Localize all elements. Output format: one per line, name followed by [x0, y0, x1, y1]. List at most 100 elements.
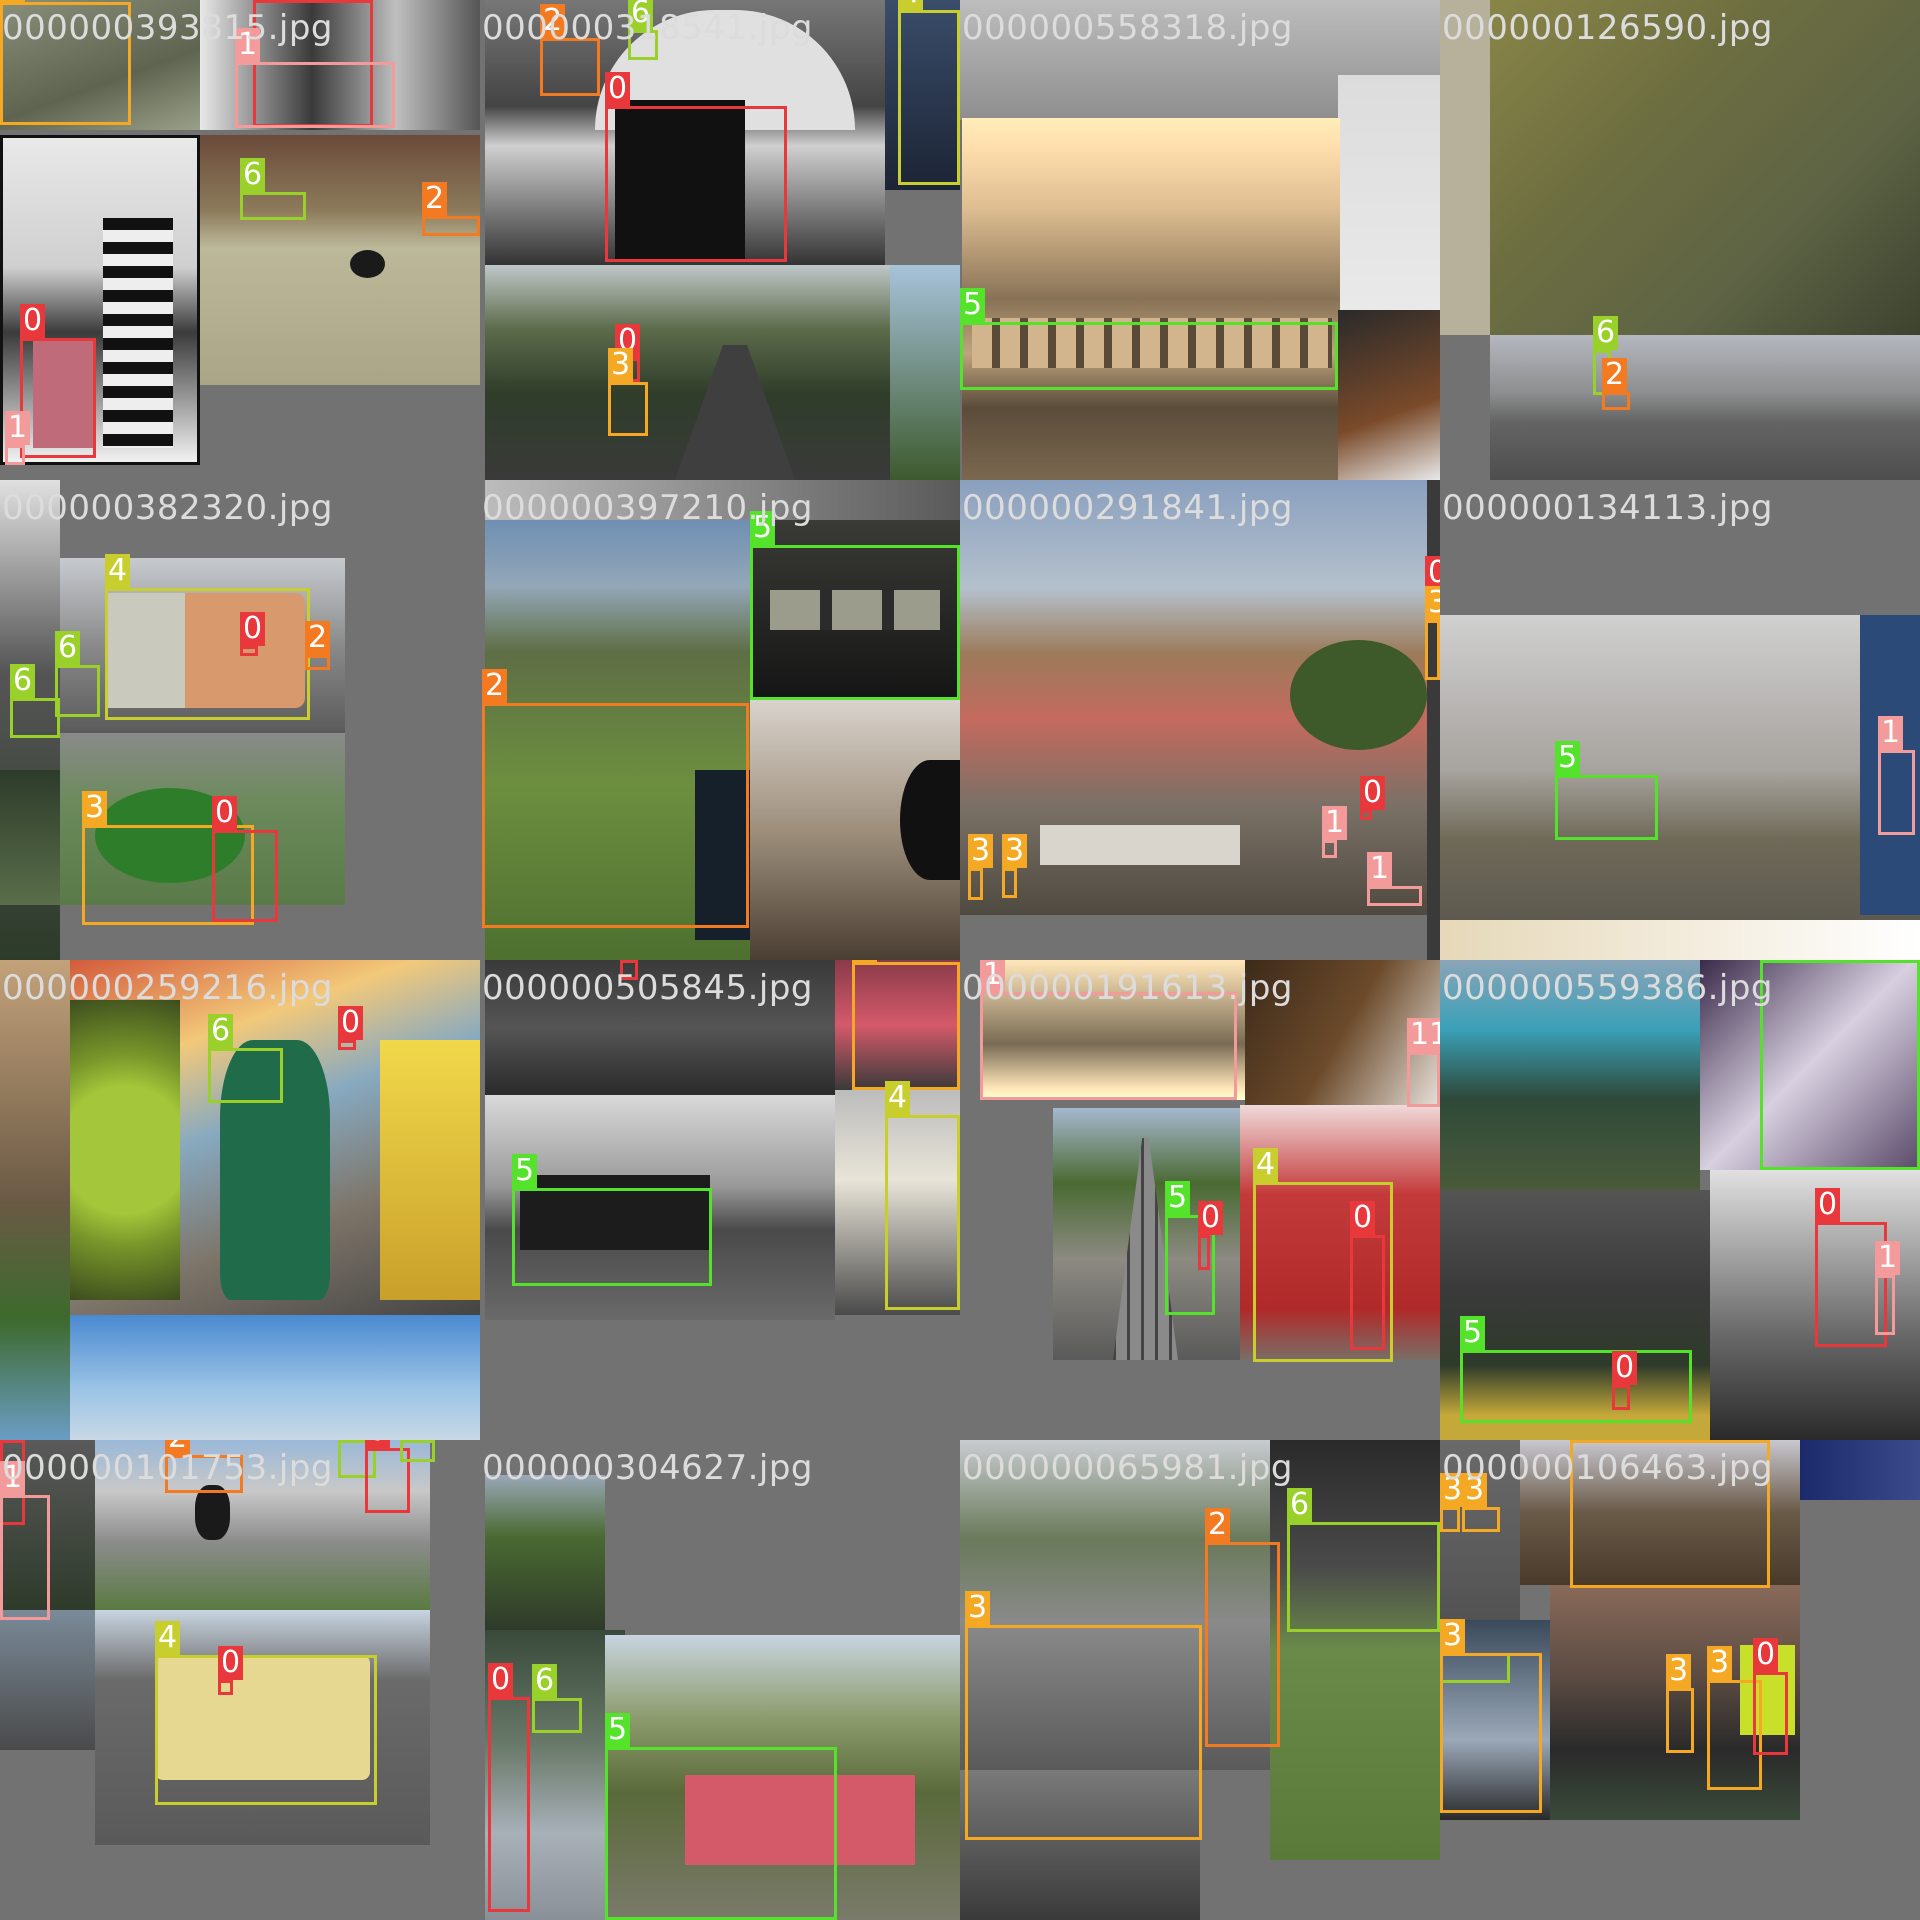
bbox: 5: [1165, 1181, 1215, 1315]
bbox: 0: [338, 1006, 364, 1050]
bbox: 1: [1367, 852, 1422, 906]
bbox: 6: [10, 664, 60, 738]
bbox-label: 4: [885, 1081, 911, 1115]
bbox-label: 3: [852, 960, 878, 962]
bbox: 5: [960, 288, 1338, 390]
bbox: 0: [488, 1663, 530, 1912]
bbox: 6: [532, 1664, 582, 1733]
photo-red-locomotive: [605, 1635, 960, 1920]
bbox-label: 0: [20, 304, 46, 338]
tile-5: 000000382320.jpg 4 0 2 6 6 3 0: [0, 480, 480, 960]
bbox: 5: [750, 511, 960, 700]
bbox-label: 0: [1612, 1351, 1638, 1385]
bbox: 1: [0, 1461, 50, 1620]
bbox: 5: [1760, 960, 1920, 1170]
bbox: 6: [55, 631, 100, 717]
bbox-label: 1: [5, 411, 31, 445]
bbox: 1: [980, 960, 1237, 1100]
bbox: 0: [1198, 1201, 1224, 1270]
photo-bus: [60, 558, 345, 733]
photo-closeup: [1700, 960, 1920, 1170]
photo-train-window: [750, 520, 960, 700]
bbox: 5: [512, 1154, 712, 1286]
bbox: 0: [1815, 1188, 1887, 1347]
tile-filename: 000000126590.jpg: [1442, 8, 1773, 48]
bbox: 0: [365, 1440, 410, 1513]
photo-street: [960, 1440, 1270, 1770]
tile-filename: 000000259216.jpg: [2, 968, 333, 1008]
bbox: 0: [218, 1646, 244, 1695]
bbox: 3: [608, 348, 648, 436]
tile-filename: 000000291841.jpg: [962, 488, 1293, 528]
bbox: 6: [240, 158, 306, 220]
bbox-label: 0: [1360, 776, 1386, 810]
bbox-label: 0: [488, 1663, 514, 1697]
tile-9: 000000259216.jpg 6 0: [0, 960, 480, 1440]
bbox-label: 6: [1593, 316, 1619, 350]
bbox-label: 3: [1440, 1619, 1466, 1653]
bbox-label: 5: [750, 511, 776, 545]
photo-boats: [1440, 960, 1700, 1190]
bbox: 1: [1878, 716, 1915, 835]
tile-1: 000000393815.jpg 3 0 1 6 2 0 1: [0, 0, 480, 480]
bbox-label: 1: [0, 1461, 26, 1495]
bbox: 2: [422, 182, 480, 236]
bbox-label: 2: [1205, 1508, 1231, 1542]
photo-motocross: [1520, 1440, 1800, 1585]
photo-market: [960, 480, 1427, 915]
tile-16: 000000106463.jpg 3 3 3 6 3 3 3 0: [1440, 1440, 1920, 1920]
photo-window-field: [485, 520, 755, 960]
photo-fruit-stall: [70, 960, 480, 1315]
photo-bicycle: [980, 960, 1245, 1100]
tile-6: 000000397210.jpg 5 2: [480, 480, 960, 960]
bbox: 3: [1462, 1473, 1500, 1532]
tile-15: 000000065981.jpg 2 6 3: [960, 1440, 1440, 1920]
tile-filename: 000000382320.jpg: [2, 488, 333, 528]
bbox: 4: [885, 1081, 960, 1310]
bbox-label: 1: [980, 960, 1006, 992]
photo-gear: [960, 1770, 1200, 1920]
bbox: 0: [20, 304, 96, 458]
bbox: 6: [628, 0, 658, 60]
bbox-label: 4: [105, 554, 131, 588]
bbox: 0: [1360, 776, 1386, 820]
bbox: 5: [1555, 741, 1658, 840]
bbox-label: 3: [1440, 1473, 1466, 1507]
tile-filename: 000000318541.jpg: [482, 8, 813, 48]
photo-van: [835, 1090, 960, 1315]
bbox: 3: [968, 834, 994, 900]
bbox-label: 0: [1198, 1201, 1224, 1235]
bbox-label: 3: [968, 834, 994, 868]
bbox-label: 1: [1878, 716, 1904, 750]
bbox: 3: [1440, 1619, 1542, 1813]
bbox-label: 6: [240, 158, 266, 192]
tile-4: 000000126590.jpg 6 2: [1440, 0, 1920, 480]
bbox: 1: [5, 411, 31, 465]
bbox: 6: [1287, 1488, 1440, 1632]
bbox-label: 0: [1350, 1201, 1376, 1235]
bbox: 3: [1425, 586, 1440, 680]
photo-trees: [0, 770, 60, 905]
bbox-label: 0: [605, 72, 631, 106]
bbox-label: 2: [540, 4, 566, 38]
bbox: 4: [1253, 1148, 1393, 1362]
tile-filename: 000000065981.jpg: [962, 1448, 1293, 1488]
bbox: 0: [1612, 1351, 1638, 1410]
photo-police: [1550, 1585, 1800, 1820]
bbox-label: 3: [1425, 586, 1440, 620]
tile-3: 000000558318.jpg 5: [960, 0, 1440, 480]
photo-clipboard: [1338, 310, 1440, 480]
tile-10: 000000505845.jpg 0 3 4 5: [480, 960, 960, 1440]
photo-steam-train: [485, 1095, 835, 1320]
bbox-label: 5: [605, 1713, 631, 1747]
bbox-label: 4: [1253, 1148, 1279, 1182]
bbox: 0: [1753, 1638, 1788, 1755]
bbox-label: 3: [0, 0, 26, 2]
bbox-label: 0: [1815, 1188, 1841, 1222]
bbox-label: 2: [305, 621, 331, 655]
photo-banner: [1800, 1440, 1920, 1500]
bbox: 0: [605, 72, 787, 262]
photo-strip: [485, 480, 960, 520]
photo-shed: [0, 960, 70, 1440]
bbox: 3: [852, 960, 960, 1090]
